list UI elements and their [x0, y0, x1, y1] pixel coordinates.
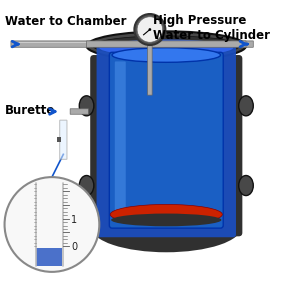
Text: 0: 0 [71, 242, 77, 252]
FancyBboxPatch shape [11, 41, 90, 47]
FancyBboxPatch shape [70, 109, 88, 114]
Ellipse shape [110, 204, 222, 224]
Text: Burette: Burette [5, 104, 55, 117]
Bar [36, 248, 62, 266]
Circle shape [134, 14, 165, 45]
Circle shape [148, 28, 151, 31]
FancyBboxPatch shape [242, 41, 253, 47]
FancyBboxPatch shape [147, 27, 153, 41]
Ellipse shape [99, 40, 233, 56]
Circle shape [137, 17, 163, 42]
Ellipse shape [239, 96, 253, 116]
Circle shape [5, 177, 99, 272]
Ellipse shape [79, 176, 94, 196]
Ellipse shape [111, 214, 221, 226]
Ellipse shape [91, 202, 241, 252]
FancyBboxPatch shape [60, 120, 67, 159]
FancyBboxPatch shape [115, 61, 126, 219]
Ellipse shape [87, 31, 246, 60]
Text: High Pressure
Water to Cylinder: High Pressure Water to Cylinder [153, 14, 270, 42]
FancyBboxPatch shape [97, 45, 236, 237]
Bar [13, 42, 88, 43]
Ellipse shape [93, 36, 240, 56]
Ellipse shape [79, 96, 94, 116]
FancyBboxPatch shape [90, 55, 242, 236]
Text: 1: 1 [71, 214, 77, 224]
Text: Water to Chamber: Water to Chamber [5, 15, 126, 28]
Ellipse shape [112, 48, 221, 62]
FancyBboxPatch shape [87, 41, 246, 47]
FancyBboxPatch shape [148, 45, 152, 95]
Bar [57, 137, 61, 142]
FancyBboxPatch shape [109, 52, 223, 228]
Ellipse shape [239, 176, 253, 196]
